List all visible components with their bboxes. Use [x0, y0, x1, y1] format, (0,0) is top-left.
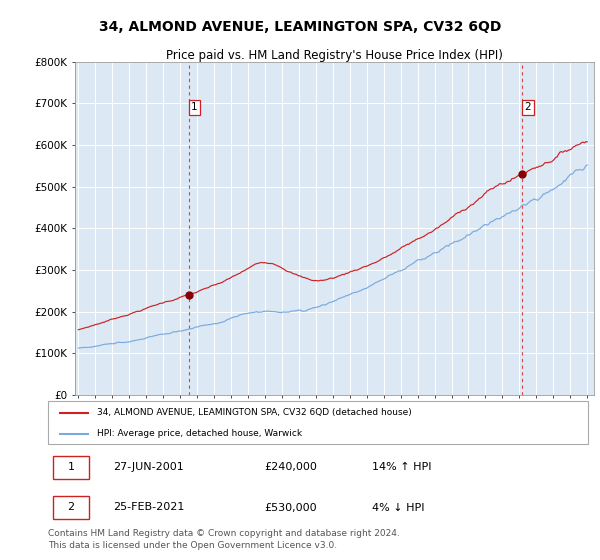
Text: £530,000: £530,000 — [264, 502, 317, 512]
Text: 4% ↓ HPI: 4% ↓ HPI — [372, 502, 425, 512]
Text: Contains HM Land Registry data © Crown copyright and database right 2024.
This d: Contains HM Land Registry data © Crown c… — [48, 529, 400, 550]
Text: 1: 1 — [191, 102, 198, 113]
Text: 1: 1 — [67, 463, 74, 473]
Text: HPI: Average price, detached house, Warwick: HPI: Average price, detached house, Warw… — [97, 430, 302, 438]
FancyBboxPatch shape — [53, 456, 89, 479]
FancyBboxPatch shape — [48, 402, 588, 444]
Text: £240,000: £240,000 — [264, 463, 317, 473]
Text: 2: 2 — [524, 102, 531, 113]
Text: 2: 2 — [67, 502, 74, 512]
Text: 25-FEB-2021: 25-FEB-2021 — [113, 502, 184, 512]
FancyBboxPatch shape — [53, 496, 89, 519]
Text: 14% ↑ HPI: 14% ↑ HPI — [372, 463, 431, 473]
Text: 27-JUN-2001: 27-JUN-2001 — [113, 463, 184, 473]
Text: 34, ALMOND AVENUE, LEAMINGTON SPA, CV32 6QD (detached house): 34, ALMOND AVENUE, LEAMINGTON SPA, CV32 … — [97, 408, 412, 417]
Text: 34, ALMOND AVENUE, LEAMINGTON SPA, CV32 6QD: 34, ALMOND AVENUE, LEAMINGTON SPA, CV32 … — [99, 20, 501, 34]
Title: Price paid vs. HM Land Registry's House Price Index (HPI): Price paid vs. HM Land Registry's House … — [166, 49, 503, 62]
